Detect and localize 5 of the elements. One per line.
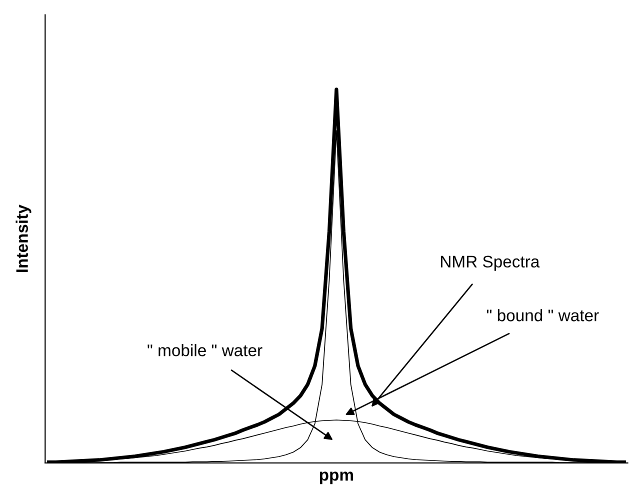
annotation: " bound " water <box>486 309 599 322</box>
x-axis-title: ppm <box>320 472 353 484</box>
annotation: " mobile " water <box>148 344 262 356</box>
annotation: NMR Spectra <box>441 256 540 271</box>
y-axis-title: Intensity <box>16 204 32 272</box>
